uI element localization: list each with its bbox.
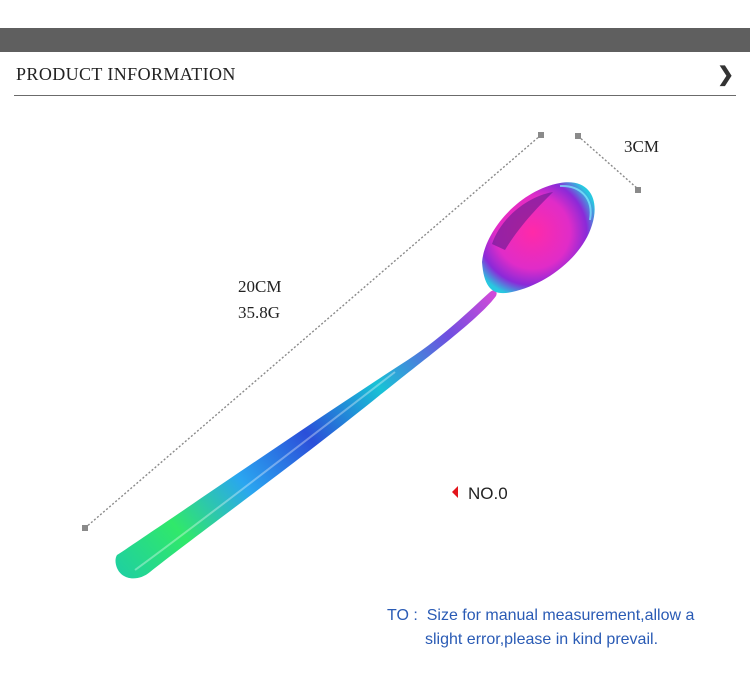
measurement-note: TO : Size for manual measurement,allow a…	[387, 604, 694, 652]
width-label: 3CM	[624, 137, 659, 156]
divider	[14, 95, 736, 96]
note-prefix: TO :	[387, 607, 418, 624]
chevron-right-icon[interactable]: ❯	[717, 64, 734, 86]
triangle-marker-icon	[452, 486, 458, 498]
top-banner-bar	[0, 28, 750, 52]
length-label: 20CM	[238, 277, 282, 296]
model-number: NO.0	[468, 484, 508, 503]
section-title: PRODUCT INFORMATION	[16, 64, 236, 84]
spoon-image	[115, 182, 595, 579]
model-label: NO.0	[452, 484, 508, 504]
weight-label: 35.8G	[238, 303, 281, 322]
width-dimension-line	[575, 133, 641, 193]
note-line-1: Size for manual measurement,allow a	[426, 607, 695, 624]
note-line-2: slight error,please in kind prevail.	[425, 631, 659, 648]
length-dimension-line	[82, 132, 544, 531]
